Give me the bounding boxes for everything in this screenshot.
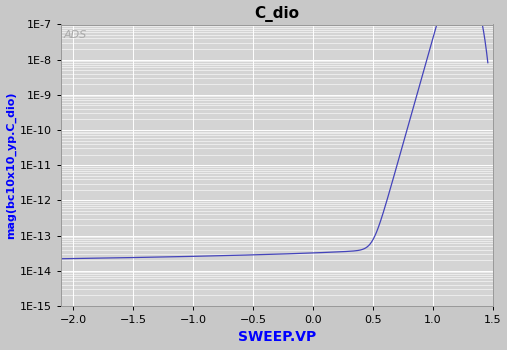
X-axis label: SWEEP.VP: SWEEP.VP — [238, 330, 316, 344]
Y-axis label: mag(bc10x10_yp.C_dio): mag(bc10x10_yp.C_dio) — [6, 91, 16, 239]
Text: ADS: ADS — [63, 30, 87, 40]
Title: C_dio: C_dio — [255, 6, 300, 22]
